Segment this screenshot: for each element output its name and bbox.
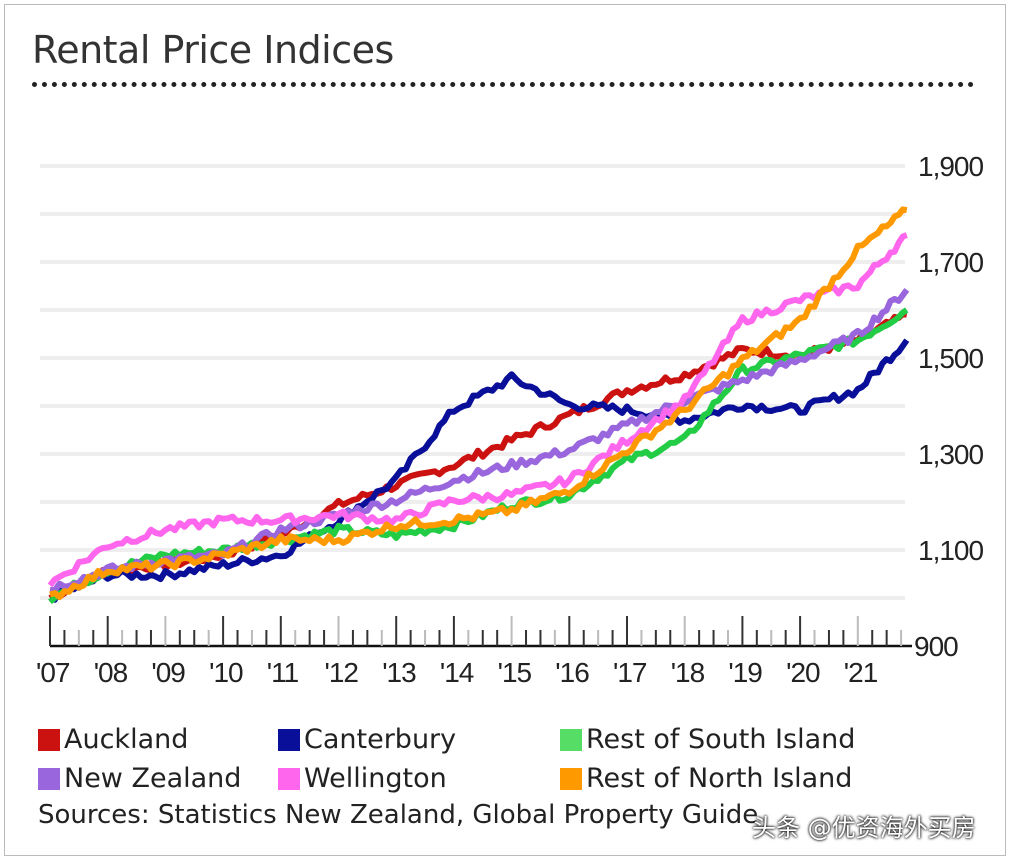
- chart-frame: [4, 4, 1006, 856]
- x-tick-label: '16: [555, 657, 589, 688]
- legend-swatch: [38, 767, 60, 790]
- x-tick-label: '13: [382, 657, 416, 688]
- x-tick-label: '19: [728, 657, 762, 688]
- legend-swatch: [278, 728, 300, 751]
- y-tick-label: 1,100: [918, 535, 983, 566]
- watermark: 头条 @优资海外买房: [752, 814, 976, 842]
- legend-item-rest-of-south-island: Rest of South Island: [560, 724, 855, 755]
- x-tick-label: '12: [325, 657, 359, 688]
- chart-title: Rental Price Indices: [32, 28, 394, 72]
- x-tick-label: '15: [498, 657, 532, 688]
- x-tick-label: '09: [151, 657, 185, 688]
- y-tick-label: 1,500: [918, 343, 983, 374]
- legend-label: Auckland: [64, 724, 189, 755]
- y-tick-label: 1,300: [918, 439, 983, 470]
- x-tick-label: '14: [440, 657, 474, 688]
- x-tick-label: '11: [267, 657, 299, 688]
- series-line-wellington: [47, 232, 908, 588]
- series-line-new-zealand: [49, 288, 910, 594]
- x-tick-label: '07: [36, 657, 70, 688]
- x-tick-label: '18: [671, 657, 705, 688]
- x-tick-label: '10: [209, 657, 243, 688]
- legend-swatch: [560, 767, 582, 790]
- x-tick-label: '17: [613, 657, 647, 688]
- legend-item-wellington: Wellington: [278, 763, 447, 794]
- legend-item-canterbury: Canterbury: [278, 724, 456, 755]
- legend-item-auckland: Auckland: [38, 724, 188, 755]
- legend-label: New Zealand: [64, 763, 242, 794]
- y-tick-label: 1,700: [918, 247, 983, 278]
- title-divider: [32, 82, 974, 87]
- source-note: Sources: Statistics New Zealand, Global …: [38, 800, 759, 830]
- series-line-canterbury: [49, 338, 910, 603]
- x-tick-label: '08: [94, 657, 128, 688]
- x-tick-label: '20: [786, 657, 820, 688]
- legend-item-new-zealand: New Zealand: [38, 763, 241, 794]
- legend-label: Rest of North Island: [586, 763, 853, 794]
- y-tick-label: 900: [914, 631, 958, 662]
- legend-label: Rest of South Island: [586, 724, 856, 755]
- x-tick-label: '21: [844, 657, 878, 688]
- legend-swatch: [560, 728, 582, 751]
- legend-label: Wellington: [304, 763, 447, 794]
- legend-label: Canterbury: [304, 724, 457, 755]
- series-line-rest-of-north-island: [49, 206, 908, 601]
- legend-swatch: [38, 728, 60, 751]
- legend-swatch: [278, 767, 300, 790]
- y-tick-label: 1,900: [918, 151, 983, 182]
- legend-item-rest-of-north-island: Rest of North Island: [560, 763, 852, 794]
